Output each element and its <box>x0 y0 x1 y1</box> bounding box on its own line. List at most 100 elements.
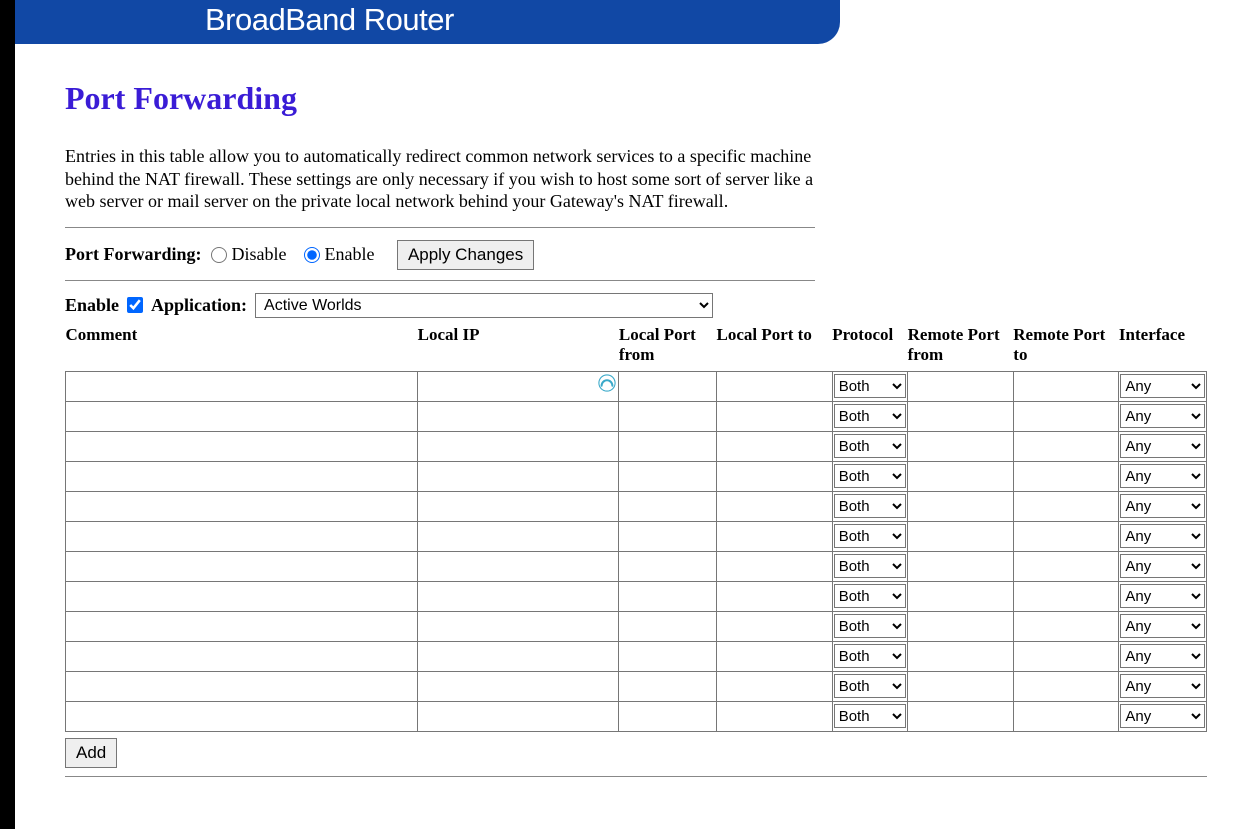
local-port-from-input[interactable] <box>620 614 715 638</box>
local-ip-input[interactable] <box>419 464 617 488</box>
comment-input[interactable] <box>67 464 416 488</box>
interface-select[interactable]: Any <box>1120 434 1205 458</box>
add-button[interactable]: Add <box>65 738 117 768</box>
local-port-from-input[interactable] <box>620 644 715 668</box>
apply-changes-button[interactable]: Apply Changes <box>397 240 534 270</box>
local-port-from-input[interactable] <box>620 524 715 548</box>
interface-select[interactable]: Any <box>1120 674 1205 698</box>
local-port-from-input[interactable] <box>620 704 715 728</box>
remote-port-from-input[interactable] <box>909 704 1012 728</box>
local-port-from-input[interactable] <box>620 464 715 488</box>
remote-port-to-input[interactable] <box>1015 434 1118 458</box>
local-ip-input[interactable] <box>419 434 617 458</box>
disable-radio-wrap[interactable]: Disable <box>211 244 286 265</box>
remote-port-to-input[interactable] <box>1015 404 1118 428</box>
interface-select[interactable]: Any <box>1120 644 1205 668</box>
interface-select[interactable]: Any <box>1120 614 1205 638</box>
remote-port-from-input[interactable] <box>909 464 1012 488</box>
local-ip-input[interactable] <box>419 614 617 638</box>
interface-select[interactable]: Any <box>1120 464 1205 488</box>
remote-port-from-input[interactable] <box>909 494 1012 518</box>
local-port-to-input[interactable] <box>718 494 831 518</box>
comment-input[interactable] <box>67 494 416 518</box>
comment-input[interactable] <box>67 524 416 548</box>
protocol-select[interactable]: BothTCPUDP <box>834 614 906 638</box>
interface-select[interactable]: Any <box>1120 524 1205 548</box>
local-port-from-input[interactable] <box>620 374 715 398</box>
remote-port-to-input[interactable] <box>1015 494 1118 518</box>
comment-input[interactable] <box>67 674 416 698</box>
interface-select[interactable]: Any <box>1120 704 1205 728</box>
local-port-to-input[interactable] <box>718 644 831 668</box>
protocol-select[interactable]: BothTCPUDP <box>834 494 906 518</box>
enable-radio-wrap[interactable]: Enable <box>304 244 374 265</box>
comment-input[interactable] <box>67 584 416 608</box>
remote-port-from-input[interactable] <box>909 674 1012 698</box>
interface-select[interactable]: Any <box>1120 584 1205 608</box>
interface-select[interactable]: Any <box>1120 374 1205 398</box>
remote-port-from-input[interactable] <box>909 554 1012 578</box>
interface-select[interactable]: Any <box>1120 404 1205 428</box>
remote-port-to-input[interactable] <box>1015 644 1118 668</box>
protocol-select[interactable]: BothTCPUDP <box>834 584 906 608</box>
local-ip-input[interactable] <box>419 524 617 548</box>
local-port-from-input[interactable] <box>620 674 715 698</box>
remote-port-from-input[interactable] <box>909 434 1012 458</box>
local-ip-input[interactable] <box>419 584 617 608</box>
remote-port-to-input[interactable] <box>1015 464 1118 488</box>
local-port-from-input[interactable] <box>620 494 715 518</box>
remote-port-from-input[interactable] <box>909 644 1012 668</box>
remote-port-to-input[interactable] <box>1015 524 1118 548</box>
remote-port-from-input[interactable] <box>909 404 1012 428</box>
local-ip-input[interactable] <box>419 644 617 668</box>
local-port-to-input[interactable] <box>718 674 831 698</box>
application-select[interactable]: Active Worlds <box>255 293 713 318</box>
protocol-select[interactable]: BothTCPUDP <box>834 404 906 428</box>
comment-input[interactable] <box>67 374 416 398</box>
comment-input[interactable] <box>67 554 416 578</box>
local-ip-input[interactable] <box>419 404 617 428</box>
local-port-from-input[interactable] <box>620 554 715 578</box>
local-port-to-input[interactable] <box>718 374 831 398</box>
remote-port-to-input[interactable] <box>1015 584 1118 608</box>
remote-port-to-input[interactable] <box>1015 674 1118 698</box>
protocol-select[interactable]: BothTCPUDP <box>834 644 906 668</box>
remote-port-to-input[interactable] <box>1015 554 1118 578</box>
comment-input[interactable] <box>67 644 416 668</box>
protocol-select[interactable]: BothTCPUDP <box>834 554 906 578</box>
local-ip-input[interactable] <box>419 674 617 698</box>
local-port-to-input[interactable] <box>718 464 831 488</box>
local-port-from-input[interactable] <box>620 584 715 608</box>
comment-input[interactable] <box>67 434 416 458</box>
local-ip-input[interactable] <box>419 374 617 398</box>
local-port-from-input[interactable] <box>620 404 715 428</box>
remote-port-from-input[interactable] <box>909 614 1012 638</box>
local-ip-input[interactable] <box>419 554 617 578</box>
remote-port-to-input[interactable] <box>1015 704 1118 728</box>
protocol-select[interactable]: BothTCPUDP <box>834 374 906 398</box>
local-port-to-input[interactable] <box>718 554 831 578</box>
enable-checkbox[interactable] <box>127 297 143 313</box>
comment-input[interactable] <box>67 614 416 638</box>
protocol-select[interactable]: BothTCPUDP <box>834 464 906 488</box>
protocol-select[interactable]: BothTCPUDP <box>834 704 906 728</box>
local-port-from-input[interactable] <box>620 434 715 458</box>
local-port-to-input[interactable] <box>718 614 831 638</box>
local-port-to-input[interactable] <box>718 434 831 458</box>
remote-port-to-input[interactable] <box>1015 614 1118 638</box>
local-port-to-input[interactable] <box>718 404 831 428</box>
protocol-select[interactable]: BothTCPUDP <box>834 434 906 458</box>
comment-input[interactable] <box>67 704 416 728</box>
local-ip-input[interactable] <box>419 704 617 728</box>
remote-port-from-input[interactable] <box>909 374 1012 398</box>
enable-radio[interactable] <box>304 247 320 263</box>
disable-radio[interactable] <box>211 247 227 263</box>
remote-port-from-input[interactable] <box>909 584 1012 608</box>
local-ip-input[interactable] <box>419 494 617 518</box>
protocol-select[interactable]: BothTCPUDP <box>834 524 906 548</box>
interface-select[interactable]: Any <box>1120 554 1205 578</box>
remote-port-from-input[interactable] <box>909 524 1012 548</box>
local-port-to-input[interactable] <box>718 584 831 608</box>
interface-select[interactable]: Any <box>1120 494 1205 518</box>
local-port-to-input[interactable] <box>718 704 831 728</box>
